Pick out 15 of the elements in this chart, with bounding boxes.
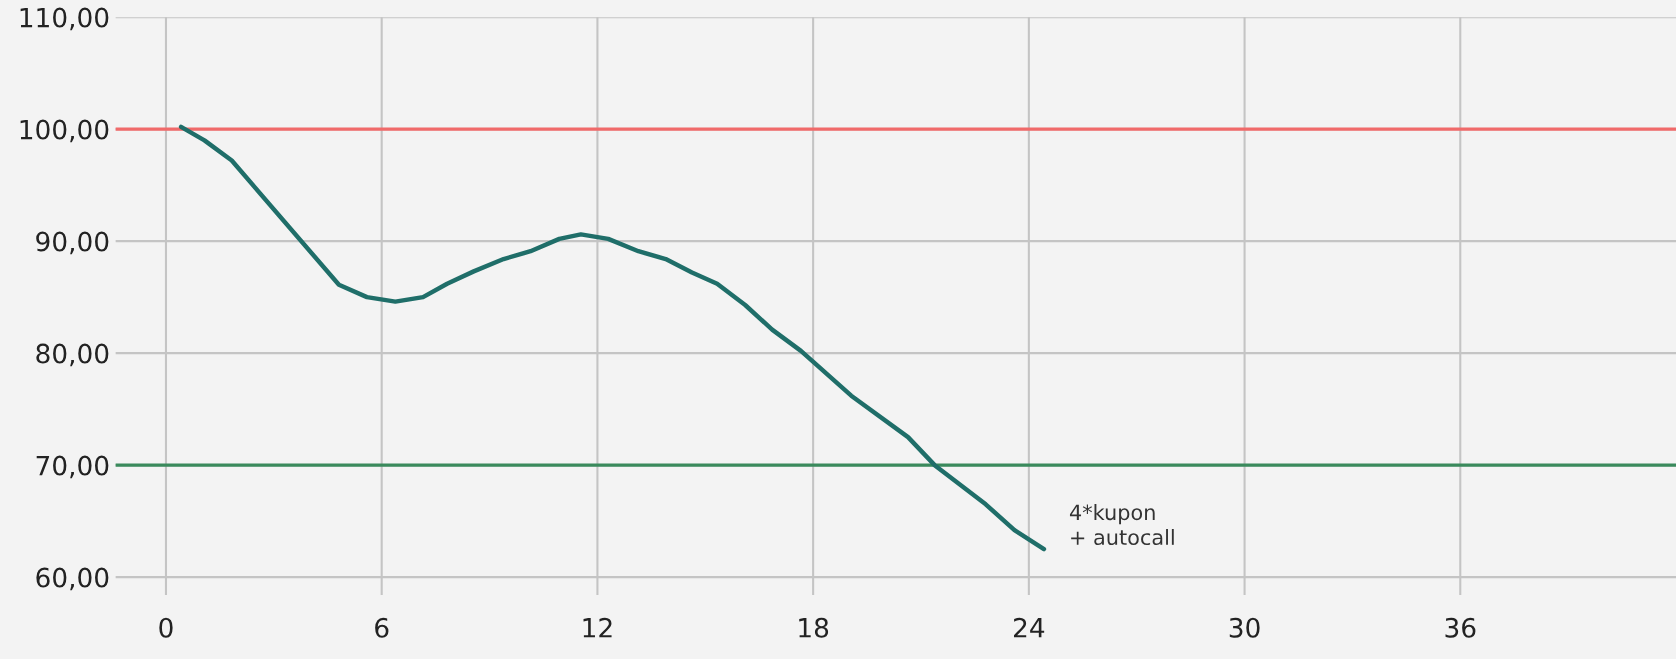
y-tick-label: 100,00 — [20, 119, 109, 143]
y-tick-label: 60,00 — [36, 567, 109, 591]
annotation: 4*kupon + autocall — [1069, 504, 1174, 546]
x-tick-label: 0 — [159, 617, 173, 638]
y-tick-label: 80,00 — [36, 343, 109, 367]
x-tick-label: 18 — [799, 617, 829, 638]
x-tick-label: 12 — [583, 617, 612, 638]
x-tick-label: 24 — [1013, 617, 1045, 638]
x-tick-label: 6 — [375, 617, 389, 638]
x-tick-label: 36 — [1445, 617, 1476, 638]
x-tick-label: 30 — [1229, 617, 1260, 638]
y-tick-label: 110,00 — [20, 7, 109, 31]
y-tick-label: 90,00 — [36, 231, 109, 255]
line-series — [178, 124, 1047, 552]
y-tick-label: 70,00 — [36, 455, 109, 479]
